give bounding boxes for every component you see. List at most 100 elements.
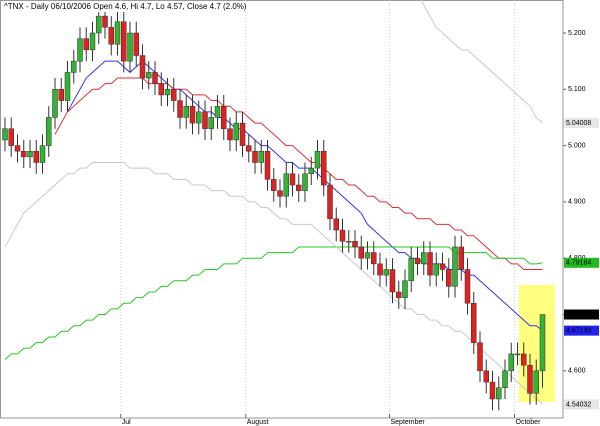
candle-body — [358, 246, 364, 259]
candle-body — [308, 167, 314, 175]
candle-body — [127, 32, 133, 62]
candle-body — [433, 263, 439, 276]
candle-body — [64, 72, 71, 101]
candle-body — [521, 353, 527, 366]
end-value-label: 4.54032 — [566, 401, 591, 408]
candle-body — [114, 21, 121, 45]
candle-body — [321, 150, 327, 186]
candle-body — [246, 145, 252, 152]
candle-body — [233, 122, 239, 141]
candle-body — [14, 145, 21, 152]
candle-body — [327, 184, 333, 220]
candle-body — [2, 128, 8, 141]
candle-body — [52, 89, 58, 118]
candle-body — [58, 89, 64, 101]
candle-body — [121, 21, 127, 62]
candle-layer — [2, 4, 546, 411]
candle-body — [196, 111, 202, 124]
end-value-box — [564, 399, 599, 410]
candle-body — [464, 269, 471, 304]
candle-body — [227, 128, 233, 141]
candle-body — [33, 150, 39, 163]
candle-body — [96, 15, 102, 34]
candle-body — [514, 353, 521, 356]
plot-frame — [0, 0, 564, 419]
candle-body — [152, 72, 158, 84]
candle-body — [339, 229, 346, 242]
candle-body — [139, 55, 146, 79]
end-value-box — [564, 118, 599, 129]
candle-body — [252, 150, 258, 163]
candle-body — [371, 252, 377, 265]
candle-body — [383, 269, 389, 276]
candle-body — [164, 89, 171, 96]
candle-body — [133, 32, 139, 56]
candle-body — [77, 38, 83, 62]
grid-layer — [120, 0, 515, 418]
candle-body — [539, 314, 546, 372]
candle-body — [208, 117, 214, 129]
candle-body — [283, 173, 289, 197]
end-value-label: 4.70 — [566, 311, 580, 318]
candle-body — [452, 246, 458, 287]
candle-body — [258, 150, 264, 163]
candle-body — [83, 38, 89, 51]
indicator-line — [420, 0, 543, 124]
candle-body — [71, 60, 77, 73]
candle-body — [471, 303, 477, 343]
candle-body — [314, 150, 321, 169]
candle-body — [396, 291, 402, 298]
candle-body — [508, 353, 514, 372]
candle-body — [302, 173, 308, 191]
candle-body — [352, 241, 358, 248]
candle-body — [39, 145, 46, 163]
candle-body — [458, 246, 464, 270]
candle-body — [346, 241, 352, 243]
candle-body — [264, 150, 271, 180]
candle-body — [421, 252, 427, 265]
candle-body — [477, 342, 483, 372]
indicator-line — [4, 161, 543, 405]
y-tick-label: 4.900 — [568, 199, 586, 206]
candle-body — [102, 15, 108, 28]
candle-body — [89, 32, 96, 51]
end-value-box — [564, 309, 599, 320]
candle-body — [8, 128, 14, 146]
candle-body — [21, 150, 27, 158]
y-tick-label: 5.200 — [568, 30, 586, 37]
candle-body — [496, 387, 502, 400]
end-value-label: 4.67139 — [566, 327, 591, 334]
candle-body — [221, 105, 227, 129]
y-tick-label: 5.100 — [568, 86, 586, 93]
candle-body — [214, 105, 221, 118]
candle-body — [296, 184, 302, 191]
candle-body — [489, 381, 496, 400]
candle-body — [158, 83, 164, 96]
candle-body — [146, 72, 152, 79]
candle-body — [502, 370, 508, 388]
candle-body — [239, 122, 246, 146]
candle-body — [427, 252, 433, 276]
candle-body — [27, 150, 33, 158]
candle-body — [171, 89, 177, 101]
title-box — [1, 1, 291, 12]
candle-body — [177, 100, 183, 118]
candle-body — [527, 364, 533, 394]
candle-body — [333, 218, 339, 231]
candle-body — [289, 173, 296, 186]
candle-body — [377, 263, 383, 276]
end-value-box — [564, 325, 599, 336]
candle-body — [439, 263, 446, 270]
candle-body — [483, 370, 489, 383]
candle-body — [271, 179, 277, 191]
candle-body — [446, 269, 452, 287]
x-tick-label: Jul — [122, 419, 131, 426]
candle-body — [183, 105, 189, 118]
x-tick-label: October — [516, 419, 542, 426]
candle-body — [402, 280, 408, 298]
y-tick-label: 5.000 — [568, 142, 586, 149]
indicator-line — [54, 77, 543, 270]
candle-body — [189, 105, 196, 124]
y-tick-label: 4.600 — [568, 368, 586, 375]
